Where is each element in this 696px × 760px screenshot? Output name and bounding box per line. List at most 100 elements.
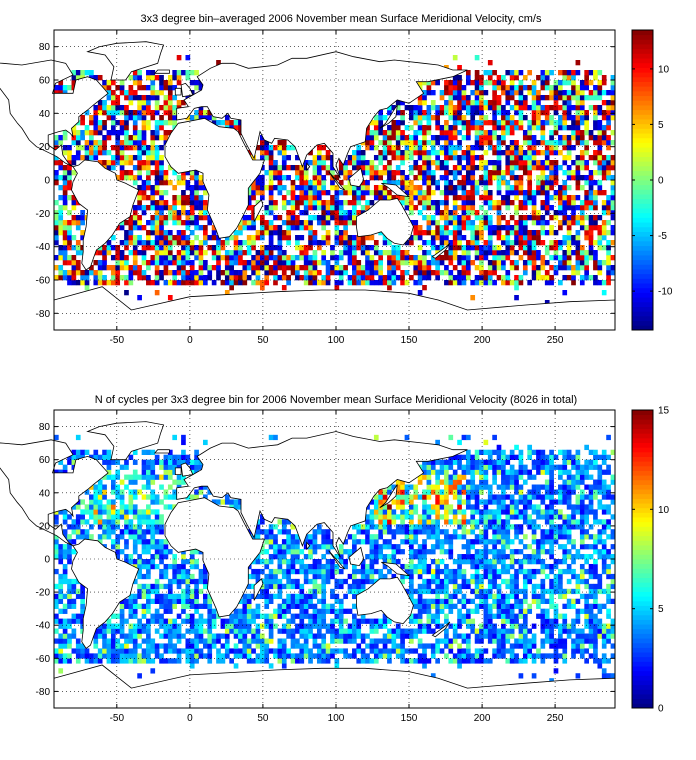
- bin-cell: [404, 185, 410, 191]
- bin-cell: [479, 85, 484, 91]
- bin-cell: [553, 85, 559, 91]
- bin-cell: [544, 155, 550, 161]
- bin-cell: [452, 235, 458, 241]
- bin-cell: [264, 643, 270, 649]
- bin-cell: [571, 75, 576, 81]
- bin-cell: [67, 220, 72, 226]
- bin-cell: [216, 633, 221, 639]
- bin-cell: [246, 220, 252, 226]
- bin-cell: [176, 100, 182, 106]
- bin-cell: [352, 544, 357, 550]
- bin-cell: [181, 240, 186, 246]
- bin-cell: [154, 275, 160, 281]
- bin-cell: [128, 454, 134, 460]
- bin-cell: [141, 105, 147, 111]
- bin-cell: [189, 603, 195, 609]
- bin-cell: [325, 539, 331, 545]
- bin-cell: [369, 578, 375, 585]
- bin-cell: [259, 643, 265, 649]
- bin-cell: [426, 270, 432, 276]
- bin-cell: [62, 275, 68, 281]
- bin-cell: [163, 469, 169, 475]
- bin-cell: [457, 180, 462, 186]
- bin-cell: [452, 165, 458, 171]
- bin-cell: [97, 504, 103, 510]
- bin-cell: [71, 524, 77, 530]
- x-tick-label: 250: [547, 335, 564, 346]
- bin-cell: [360, 583, 366, 590]
- bin-cell: [360, 235, 366, 241]
- bin-cell: [150, 205, 156, 211]
- bin-cell: [501, 150, 506, 156]
- bin-cell: [566, 220, 572, 226]
- bin-cell: [132, 255, 138, 261]
- bin-cell: [102, 260, 107, 266]
- bin-cell: [544, 105, 550, 111]
- bin-cell: [426, 250, 432, 256]
- bin-cell: [417, 175, 423, 181]
- bin-cell: [378, 155, 384, 161]
- bin-cell: [150, 155, 156, 161]
- bin-cell: [566, 155, 572, 161]
- bin-cell: [268, 225, 274, 231]
- bin-cell: [325, 529, 331, 535]
- bin-cell: [255, 260, 261, 266]
- bin-cell: [426, 643, 432, 649]
- bin-cell: [172, 120, 178, 126]
- bin-cell: [89, 120, 94, 126]
- bin-cell: [198, 633, 204, 639]
- bin-cell: [588, 175, 594, 181]
- bin-cell: [365, 140, 370, 146]
- bin-cell: [531, 220, 537, 226]
- bin-cell: [277, 613, 283, 619]
- bin-cell: [198, 115, 204, 121]
- bin-cell: [93, 75, 99, 81]
- bin-cell: [268, 554, 274, 560]
- bin-cell: [54, 544, 59, 550]
- bin-cell: [150, 588, 156, 595]
- bin-cell: [444, 175, 449, 181]
- bin-cell: [303, 633, 309, 639]
- bin-cell: [264, 618, 270, 624]
- bin-cell: [514, 155, 519, 161]
- bin-cell: [483, 170, 489, 176]
- bin-cell: [579, 225, 585, 231]
- bin-cell: [549, 265, 554, 271]
- x-tick-label: 0: [187, 335, 193, 346]
- bin-cell: [601, 110, 607, 116]
- bin-cell: [110, 245, 116, 251]
- bin-cell: [106, 474, 112, 480]
- bin-cell: [255, 593, 261, 600]
- bin-cell: [579, 255, 585, 261]
- bin-cell: [146, 638, 151, 644]
- bin-cell: [277, 165, 283, 171]
- bin-cell: [89, 155, 94, 161]
- bin-cell: [439, 160, 445, 166]
- bin-cell: [137, 115, 142, 121]
- bin-cell: [544, 165, 550, 171]
- bin-cell: [281, 165, 287, 171]
- bin-cell: [325, 578, 331, 585]
- bin-cell: [417, 195, 423, 201]
- bin-cell: [395, 643, 401, 649]
- bin-cell: [373, 638, 379, 644]
- bin-cell: [373, 165, 379, 171]
- bin-cell: [465, 270, 471, 276]
- bin-cell: [505, 165, 511, 171]
- bin-cell: [347, 280, 353, 286]
- bin-cell: [457, 255, 462, 261]
- bin-cell: [562, 140, 568, 146]
- bin-cell: [194, 618, 199, 624]
- bin-cell: [558, 205, 563, 211]
- bin-cell: [365, 165, 370, 171]
- bin-cell: [465, 175, 471, 181]
- bin-cell: [593, 195, 598, 201]
- bin-cell: [417, 260, 423, 266]
- bin-cell: [303, 563, 309, 570]
- bin-cell: [89, 534, 94, 540]
- bin-cell: [387, 130, 392, 136]
- bin-cell: [369, 170, 375, 176]
- bin-cell: [259, 165, 265, 171]
- bin-cell: [610, 90, 616, 96]
- bin-cell: [571, 215, 576, 221]
